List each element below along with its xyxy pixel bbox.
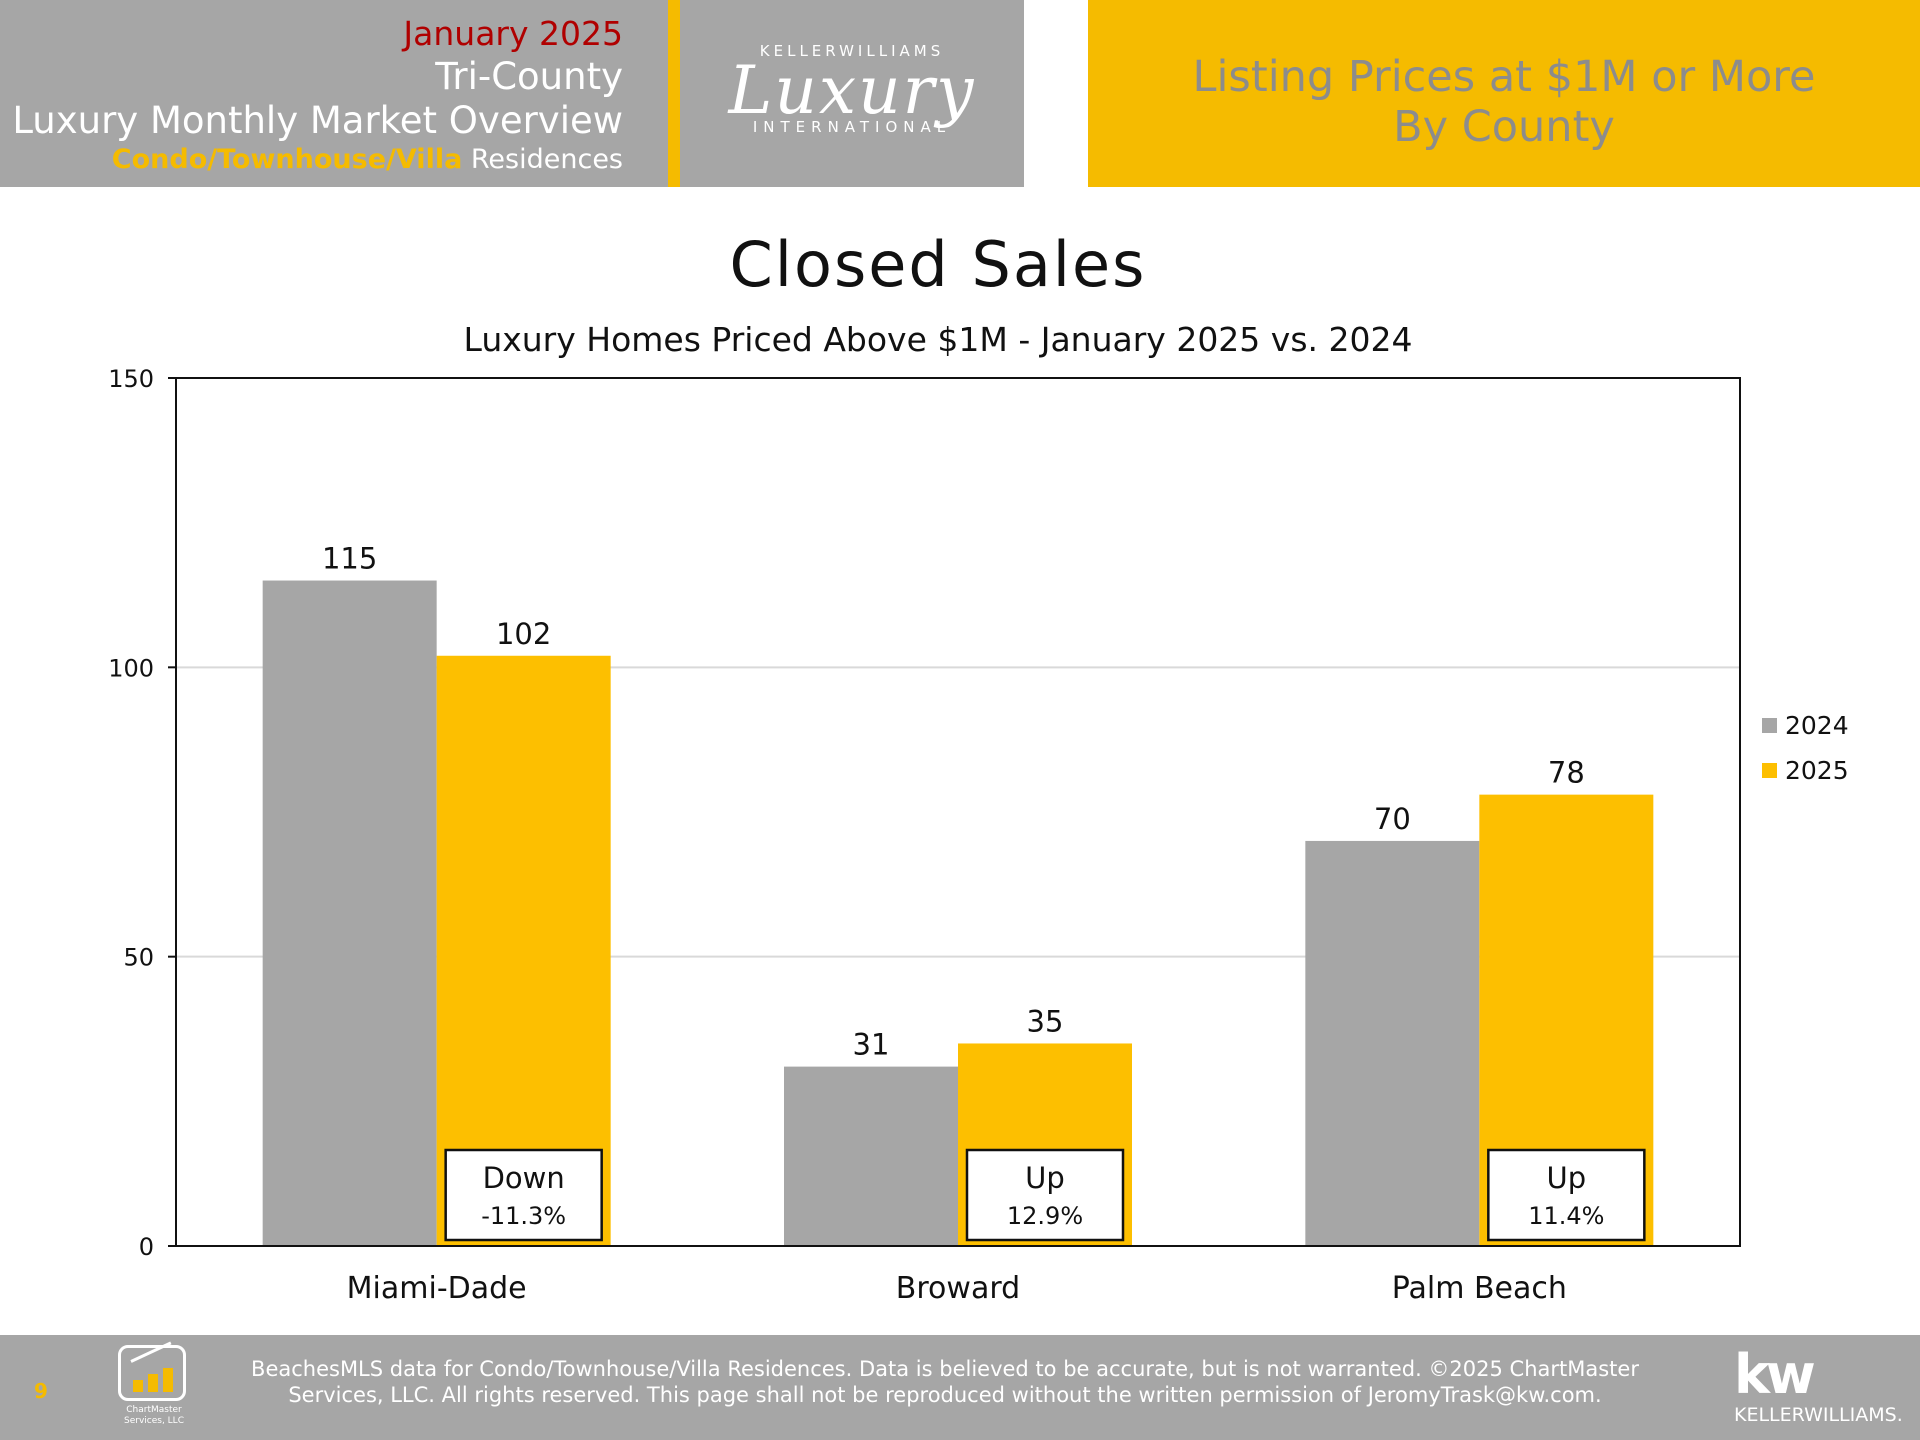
bar-2024-2: [1305, 840, 1480, 1246]
chart-subtitle: Luxury Homes Priced Above $1M - January …: [463, 320, 1413, 359]
logo-top-text: KELLERWILLIAMS: [759, 42, 945, 60]
header-divider: [668, 0, 680, 187]
change-annotation-box: [1487, 1148, 1646, 1242]
chartmaster-name: ChartMaster Services, LLC: [116, 1405, 192, 1427]
legend-label: 2024: [1785, 711, 1849, 740]
logo-bottom-text: INTERNATIONAL: [752, 118, 952, 136]
chartmaster-name-line-2: Services, LLC: [124, 1416, 184, 1426]
report-month: January 2025: [403, 14, 623, 53]
change-direction: Up: [1025, 1161, 1065, 1195]
x-tick-label: Miami-Dade: [347, 1271, 527, 1306]
property-type: Condo/Townhouse/Villa Residences: [112, 144, 623, 175]
header-topic-panel: Listing Prices at $1M or More By County: [1088, 0, 1920, 187]
chartmaster-name-line-1: ChartMaster: [126, 1405, 182, 1415]
topic-line-2: By County: [1393, 102, 1615, 152]
kw-logo-text: KELLERWILLIAMS.: [1734, 1404, 1903, 1426]
bar-2025-0: [436, 655, 611, 1246]
bar-2024-1: [784, 1066, 958, 1246]
keller-williams-logo: kw KELLERWILLIAMS.: [1734, 1343, 1903, 1426]
change-percent: 11.4%: [1528, 1202, 1604, 1230]
property-type-accent: Condo/Townhouse/Villa: [111, 144, 463, 175]
disclaimer-line-1: BeachesMLS data for Condo/Townhouse/Vill…: [251, 1357, 1639, 1381]
change-percent: 12.9%: [1007, 1202, 1083, 1230]
x-tick-label: Broward: [896, 1271, 1020, 1306]
topic-line-1: Listing Prices at $1M or More: [1192, 52, 1816, 102]
disclaimer-line-2: Services, LLC. All rights reserved. This…: [288, 1383, 1602, 1407]
data-label: 35: [1027, 1004, 1064, 1038]
header-title-panel: January 2025 Tri-County Luxury Monthly M…: [0, 0, 668, 187]
y-tick-label: 150: [108, 365, 154, 393]
chartmaster-chart-icon: [118, 1341, 186, 1401]
y-tick-label: 0: [139, 1233, 154, 1261]
closed-sales-chart: 115 102 Miami-Dade Down -11.3% 31 35 Broward Up 1…: [108, 365, 1849, 1306]
data-label: 78: [1548, 756, 1585, 790]
legend-label: 2025: [1785, 756, 1849, 785]
y-tick-label: 50: [123, 944, 154, 972]
change-annotation-box: [965, 1148, 1125, 1242]
data-label: 31: [853, 1028, 890, 1062]
logo-script-text: Luxury: [728, 52, 976, 129]
page-number: 9: [34, 1379, 48, 1403]
property-type-rest: Residences: [462, 144, 623, 175]
data-label: 102: [496, 617, 551, 651]
change-direction: Down: [483, 1161, 565, 1195]
kw-luxury-logo: KELLERWILLIAMS Luxury INTERNATIONAL: [680, 0, 1024, 187]
chartmaster-logo: ChartMaster Services, LLC: [116, 1341, 192, 1435]
data-label: 115: [322, 542, 377, 576]
plot-frame: [175, 377, 1741, 1247]
kw-logo-mark: kw: [1734, 1343, 1816, 1406]
change-percent: -11.3%: [481, 1202, 566, 1230]
change-direction: Up: [1547, 1161, 1587, 1195]
x-tick-label: Palm Beach: [1392, 1271, 1567, 1306]
legend-swatch-2024: [1762, 718, 1777, 733]
data-label: 70: [1374, 802, 1411, 836]
legend-swatch-2025: [1762, 763, 1777, 778]
change-annotation-box: [444, 1148, 603, 1242]
footer: 9 ChartMaster Services, LLC BeachesMLS d…: [0, 1335, 1920, 1440]
chart-title: Closed Sales: [729, 228, 1147, 301]
chartmaster-bar-3: [163, 1368, 173, 1392]
disclaimer: BeachesMLS data for Condo/Townhouse/Vill…: [230, 1356, 1660, 1408]
report-overview: Luxury Monthly Market Overview: [12, 99, 623, 142]
chartmaster-bar-1: [133, 1380, 143, 1392]
chartmaster-bar-2: [148, 1374, 158, 1392]
report-region: Tri-County: [435, 55, 623, 98]
y-tick-label: 100: [108, 654, 154, 682]
chartmaster-arrow-icon: [130, 1341, 172, 1363]
bar-2024-0: [262, 580, 437, 1246]
